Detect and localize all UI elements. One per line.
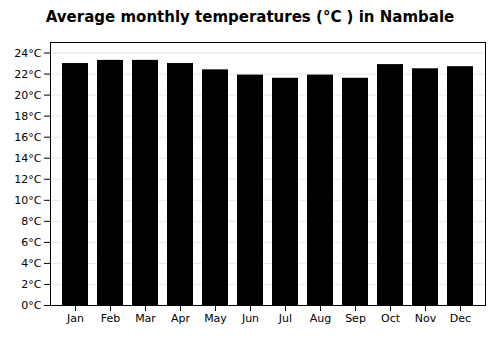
svg-text:24°C: 24°C bbox=[14, 47, 41, 60]
svg-text:Dec: Dec bbox=[450, 312, 471, 325]
svg-text:Jun: Jun bbox=[241, 312, 259, 325]
svg-text:12°C: 12°C bbox=[14, 173, 41, 186]
svg-text:14°C: 14°C bbox=[14, 152, 41, 165]
svg-text:10°C: 10°C bbox=[14, 194, 41, 207]
svg-text:0°C: 0°C bbox=[21, 299, 41, 312]
svg-text:2°C: 2°C bbox=[21, 278, 41, 291]
svg-text:16°C: 16°C bbox=[14, 131, 41, 144]
svg-text:22°C: 22°C bbox=[14, 68, 41, 81]
svg-text:May: May bbox=[204, 312, 227, 325]
svg-text:Oct: Oct bbox=[381, 312, 401, 325]
svg-text:18°C: 18°C bbox=[14, 110, 41, 123]
svg-text:20°C: 20°C bbox=[14, 89, 41, 102]
svg-text:Mar: Mar bbox=[135, 312, 156, 325]
svg-text:Feb: Feb bbox=[101, 312, 120, 325]
svg-text:Jul: Jul bbox=[278, 312, 292, 325]
html-text:Average monthly temperatures (: Average monthly temperatures (°C ) in Na… bbox=[45, 8, 455, 26]
svg-text:4°C: 4°C bbox=[21, 257, 41, 270]
svg-text:Aug: Aug bbox=[310, 312, 331, 325]
svg-text:Apr: Apr bbox=[171, 312, 191, 325]
svg-text:8°C: 8°C bbox=[21, 215, 41, 228]
svg-text:Nov: Nov bbox=[415, 312, 437, 325]
svg-text:Jan: Jan bbox=[66, 312, 84, 325]
svg-text:6°C: 6°C bbox=[21, 236, 41, 249]
svg-text:Sep: Sep bbox=[345, 312, 366, 325]
